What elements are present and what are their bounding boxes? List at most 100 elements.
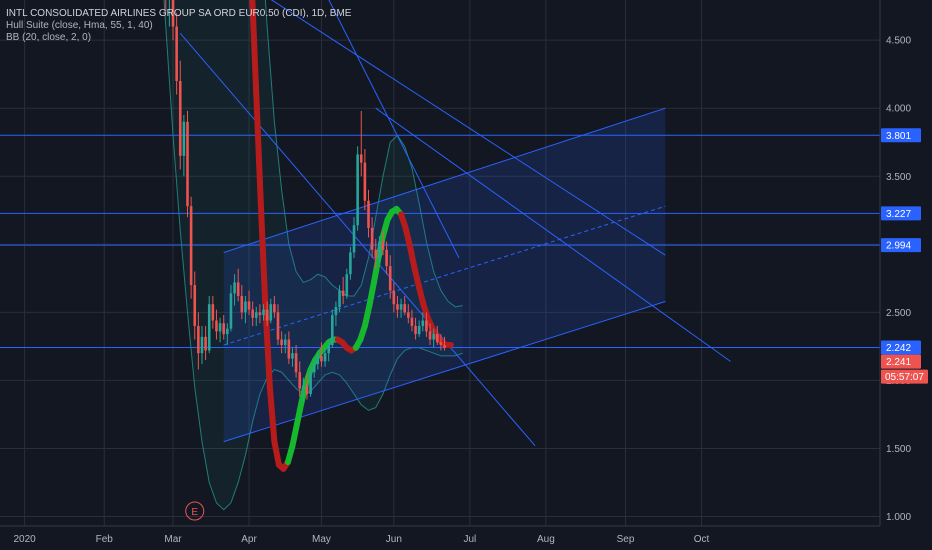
candle-body bbox=[425, 320, 428, 332]
hull-segment bbox=[257, 200, 269, 309]
candle-body bbox=[388, 266, 392, 291]
candle-body bbox=[193, 285, 197, 326]
candle-body bbox=[338, 290, 341, 307]
candle-body bbox=[302, 385, 305, 389]
regression-channel[interactable] bbox=[223, 107, 666, 443]
earnings-marker[interactable] bbox=[185, 501, 205, 521]
candle-body bbox=[439, 342, 443, 346]
hull-segment bbox=[366, 279, 377, 309]
candle-body bbox=[331, 315, 334, 346]
price-tick-label: 1.500 bbox=[886, 444, 911, 455]
price-tag-label: 2.242 bbox=[886, 343, 911, 354]
candle-body bbox=[320, 355, 323, 362]
trend-line bbox=[270, 0, 666, 256]
candle-body bbox=[222, 323, 225, 335]
candle-body bbox=[186, 121, 189, 207]
price-tag-level bbox=[881, 340, 921, 355]
price-tag-label: 2.994 bbox=[886, 241, 911, 252]
candle-body bbox=[178, 80, 182, 156]
time-tick-label: Apr bbox=[241, 534, 257, 545]
candle-body bbox=[374, 249, 378, 258]
price-tag-last bbox=[881, 354, 921, 369]
candle-body bbox=[399, 304, 403, 310]
hull-segment bbox=[370, 254, 382, 286]
hull-segment bbox=[407, 244, 418, 272]
candle-body bbox=[251, 309, 254, 318]
trend-line bbox=[328, 0, 460, 259]
candle-body bbox=[240, 296, 244, 313]
price-tag-label: 3.801 bbox=[886, 131, 911, 142]
candle-body bbox=[244, 301, 247, 313]
candle-body bbox=[258, 312, 262, 316]
symbol-title: INTL CONSOLIDATED AIRLINES GROUP SA ORD … bbox=[6, 8, 352, 19]
candle-body bbox=[370, 227, 374, 250]
candle-body bbox=[309, 372, 312, 395]
candle-body bbox=[211, 304, 215, 321]
candle-body bbox=[312, 364, 316, 373]
hull-suite-band bbox=[249, 0, 454, 472]
candle-body bbox=[417, 325, 421, 335]
channel-middle bbox=[223, 205, 666, 346]
time-tick-label: Sep bbox=[617, 534, 635, 545]
time-tick-label: 2020 bbox=[13, 534, 36, 545]
candle-body bbox=[265, 309, 269, 321]
price-tick-label: 1.000 bbox=[886, 512, 911, 523]
candle-body bbox=[247, 301, 251, 310]
price-tick-label: 3.500 bbox=[886, 172, 911, 183]
horizontal-levels[interactable] bbox=[0, 134, 880, 348]
candle-body bbox=[215, 320, 218, 332]
bollinger-band-fill bbox=[164, 0, 463, 510]
candle-body bbox=[316, 355, 320, 365]
candle-body bbox=[298, 372, 302, 389]
hull-segment bbox=[249, 0, 260, 98]
candle-body bbox=[421, 320, 425, 326]
candle-body bbox=[410, 317, 414, 326]
candle-body bbox=[229, 293, 233, 329]
price-tick-label: 4.000 bbox=[886, 104, 911, 115]
time-tick-label: Jul bbox=[463, 534, 476, 545]
chart-markers: E bbox=[185, 501, 205, 521]
hull-segment bbox=[289, 420, 301, 449]
candle-body bbox=[359, 154, 363, 163]
price-tags: 3.801 3.227 2.994 2.242 2.241 05:57:07 bbox=[881, 128, 928, 384]
candle-body bbox=[367, 200, 370, 228]
time-tick-label: Oct bbox=[694, 534, 710, 545]
candle-body bbox=[273, 304, 276, 313]
candlestick-series bbox=[165, 0, 446, 403]
candle-body bbox=[262, 309, 265, 316]
hull-segment bbox=[294, 399, 305, 427]
candle-body bbox=[356, 154, 359, 226]
time-axis[interactable]: 2020 Feb Mar Apr May Jun Jul Aug Sep Oct bbox=[0, 525, 932, 550]
candle-body bbox=[352, 225, 356, 253]
candle-body bbox=[171, 0, 175, 27]
candle-body bbox=[381, 241, 385, 250]
bollinger-upper bbox=[264, 0, 463, 308]
trend-lines[interactable] bbox=[130, 0, 731, 447]
price-tick-label: 2.500 bbox=[886, 308, 911, 319]
chart-legend: INTL CONSOLIDATED AIRLINES GROUP SA ORD … bbox=[6, 8, 351, 44]
hull-suite-legend: Hull Suite (close, Hma, 55, 1, 40) bbox=[6, 20, 153, 31]
candle-body bbox=[443, 345, 446, 348]
candle-body bbox=[327, 345, 330, 354]
candle-body bbox=[407, 312, 410, 318]
hull-segment bbox=[271, 438, 282, 468]
candle-body bbox=[233, 282, 236, 294]
bollinger-legend: BB (20, close, 2, 0) bbox=[6, 32, 92, 43]
price-tag-label: 3.227 bbox=[886, 209, 911, 220]
candle-body bbox=[197, 325, 200, 354]
earnings-marker-label: E bbox=[191, 507, 198, 518]
time-axis-background bbox=[0, 526, 932, 550]
price-axis[interactable]: 1.0001.5002.0002.5003.0003.5004.0004.500… bbox=[879, 0, 932, 550]
candle-body bbox=[414, 325, 417, 335]
trend-line bbox=[179, 33, 536, 447]
countdown-tag bbox=[881, 369, 928, 384]
channel-fill bbox=[223, 108, 666, 442]
candle-body bbox=[305, 385, 309, 395]
candle-body bbox=[363, 162, 367, 201]
candle-body bbox=[428, 331, 432, 340]
candle-body bbox=[189, 206, 193, 286]
candle-body bbox=[403, 304, 406, 313]
time-tick-label: Mar bbox=[164, 534, 182, 545]
candle-body bbox=[276, 312, 280, 340]
